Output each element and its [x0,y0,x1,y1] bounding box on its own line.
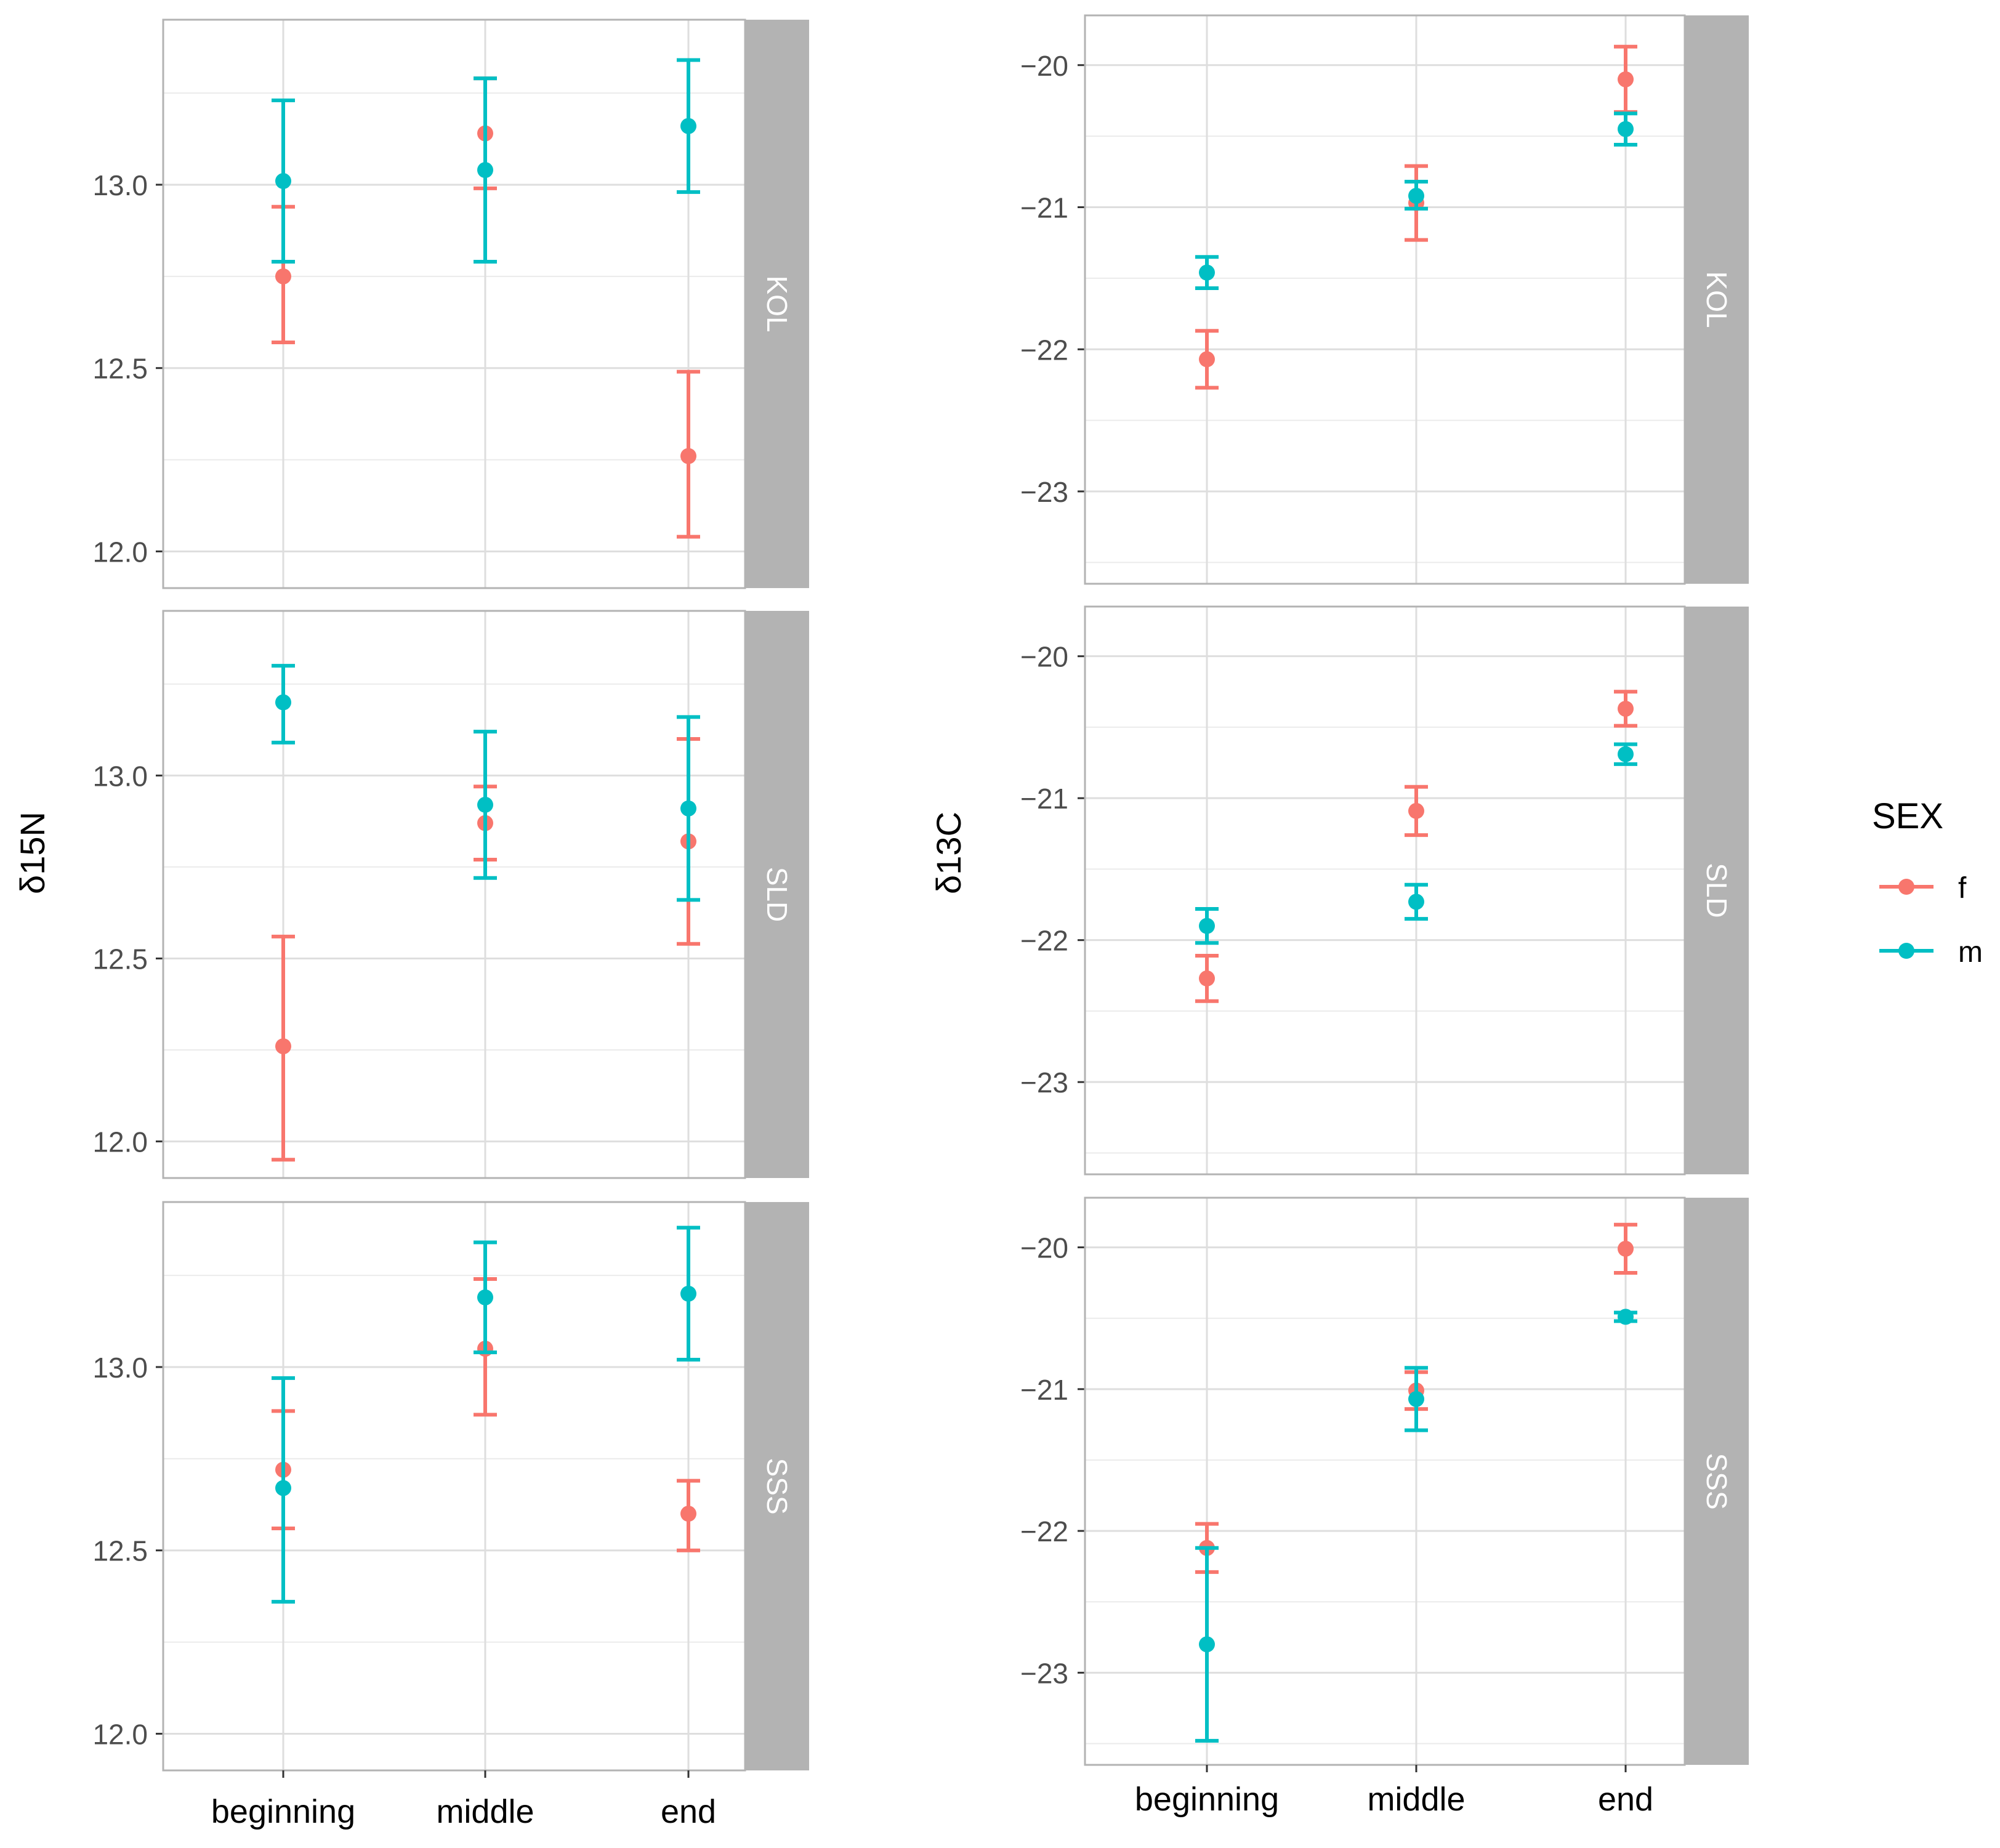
y-tick-label: −20 [1020,50,1068,82]
legend-label-m: m [1958,936,1983,969]
x-tick-label: beginning [211,1793,355,1830]
right-facet-sss: −23 −22 −21 −20 SSS [1020,1196,1749,1766]
legend-item-f: f [1879,872,1967,905]
facet-strip-label: SLD [1701,863,1733,918]
facet-strip [745,1202,809,1770]
point-f-beginning [275,268,291,284]
point-m-middle [1408,1390,1424,1407]
legend-key-point-f [1898,879,1914,895]
y-tick-label: 12.0 [92,1718,148,1750]
point-m-beginning [1199,1636,1215,1653]
point-m-beginning [275,1480,291,1496]
facet-strip [745,20,809,588]
y-tick-label: −22 [1020,334,1068,366]
point-f-middle [1408,802,1424,819]
left-panel-column: 12.0 12.5 13.0 KOL 12.0 12.5 13.0 SLD 12.0 12.5 13… [92,18,809,1830]
y-tick-label: 12.0 [92,536,148,568]
right-panel-column: −23−22−21−20KOL−23−22−21−20SLD−23−22−21−… [1020,14,1749,1818]
left-facet-sld: 12.0 12.5 13.0 SLD [92,610,809,1179]
point-f-end [680,1506,696,1522]
point-m-end [680,118,696,134]
right-facet-sld: −23 −22 −21 −20 SLD [1020,605,1749,1176]
y-tick-label: −23 [1020,476,1068,508]
facet-strip-label: SSS [1701,1453,1733,1509]
legend-label-f: f [1958,872,1967,905]
point-f-beginning [1199,970,1215,987]
y-tick-label: 12.5 [92,353,148,385]
legend-item-m: m [1879,936,1983,969]
point-m-middle [477,162,493,179]
right-facet-kol: −23 −22 −21 −20 KOL [1020,14,1749,585]
x-tick-label: beginning [1135,1781,1279,1818]
x-tick-label: middle [436,1793,534,1830]
point-f-end [680,448,696,464]
point-f-end [1618,1240,1634,1257]
legend: SEX f m [1872,796,1983,969]
y-axis-title-left: δ15N [13,812,52,894]
point-f-end [1618,71,1634,87]
y-tick-label: −22 [1020,925,1068,957]
x-tick-label: middle [1367,1781,1465,1818]
facet-strip-label: KOL [1701,271,1733,328]
facet-strip [1685,15,1749,584]
y-tick-label: −23 [1020,1657,1068,1689]
facet-strip-label: KOL [761,275,793,332]
facet-strip-label: SLD [761,867,793,922]
y-tick-label: 12.5 [92,943,148,975]
panel-background [1085,607,1685,1174]
point-m-end [680,1285,696,1302]
y-tick-label: 12.0 [92,1126,148,1158]
point-m-end [1618,121,1634,137]
point-m-middle [1408,188,1424,204]
facet-strip [745,611,809,1178]
panel-background [163,1202,745,1770]
point-m-middle [1408,894,1424,910]
point-m-end [1618,746,1634,762]
panel-background [163,611,745,1178]
y-tick-label: −21 [1020,1374,1068,1406]
legend-key-point-m [1898,943,1914,959]
y-tick-label: −20 [1020,1232,1068,1264]
x-tick-label: end [661,1793,716,1830]
facet-strip [1685,607,1749,1174]
y-tick-label: −21 [1020,783,1068,815]
left-facet-sss: 12.0 12.5 13.0 SSS [92,1201,809,1772]
y-tick-label: 13.0 [92,760,148,792]
point-m-middle [477,1289,493,1305]
point-m-end [680,800,696,817]
point-f-beginning [275,1038,291,1055]
left-facet-kol: 12.0 12.5 13.0 KOL [92,18,809,589]
facet-strip-label: SSS [761,1458,793,1514]
y-tick-label: −23 [1020,1067,1068,1099]
y-tick-label: 13.0 [92,169,148,201]
y-tick-label: −21 [1020,192,1068,224]
y-tick-label: −20 [1020,641,1068,673]
panel-background [1085,15,1685,584]
point-m-middle [477,796,493,813]
legend-title: SEX [1872,796,1943,836]
point-m-end [1618,1309,1634,1325]
y-axis-title-right: δ13C [929,812,968,894]
point-m-beginning [275,694,291,711]
y-tick-label: −22 [1020,1515,1068,1547]
point-m-beginning [1199,264,1215,281]
point-f-beginning [1199,351,1215,368]
panel-background [163,20,745,588]
point-m-beginning [275,173,291,190]
facet-strip [1685,1198,1749,1765]
y-tick-label: 12.5 [92,1535,148,1567]
y-tick-label: 13.0 [92,1352,148,1384]
panel-background [1085,1198,1685,1765]
point-m-beginning [1199,918,1215,934]
x-tick-label: end [1598,1781,1653,1818]
point-f-end [1618,700,1634,717]
